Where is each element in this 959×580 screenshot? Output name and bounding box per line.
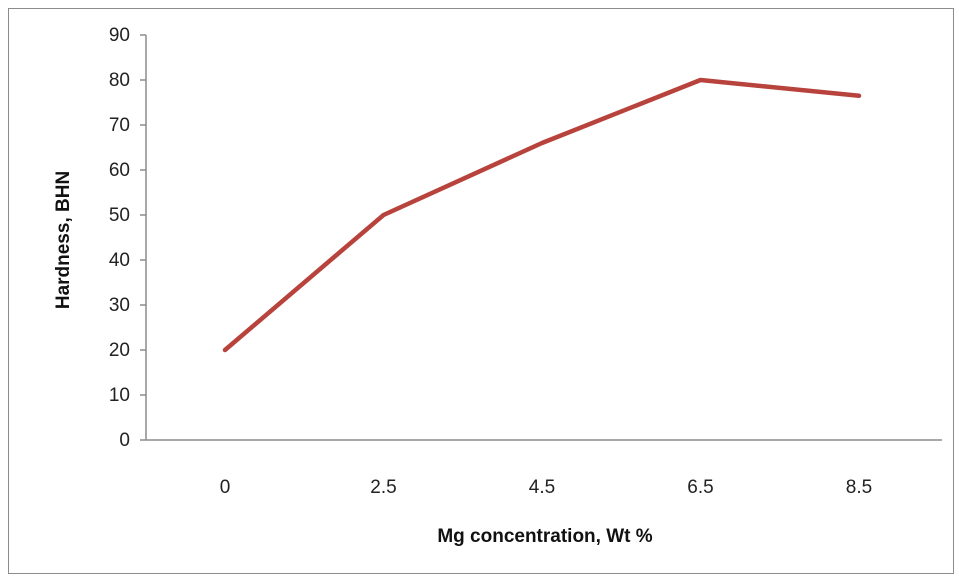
series-line [222, 77, 862, 353]
y-tick-label: 50 [109, 205, 130, 226]
y-axis-title: Hardness, BHN [53, 171, 74, 309]
x-tick-label: 6.5 [687, 477, 713, 498]
x-tick-label: 0 [220, 477, 231, 498]
y-tick-label: 60 [109, 160, 130, 181]
x-tick-label: 4.5 [529, 477, 555, 498]
x-tick-label: 2.5 [370, 477, 396, 498]
y-tick-label: 70 [109, 115, 130, 136]
y-tick-label: 40 [109, 250, 130, 271]
chart-frame [8, 8, 954, 574]
chart-axes [140, 34, 942, 441]
y-tick-label: 30 [109, 295, 130, 316]
y-tick-label: 90 [109, 25, 130, 46]
y-tick-label: 0 [119, 430, 130, 451]
x-tick-labels: 0 2.5 4.5 6.5 8.5 [220, 477, 873, 498]
y-tick-label: 10 [109, 385, 130, 406]
y-tick-labels: 0 10 20 30 40 50 60 70 80 90 [109, 25, 130, 451]
x-tick-label: 8.5 [846, 477, 872, 498]
y-tick-label: 20 [109, 340, 130, 361]
y-tick-label: 80 [109, 70, 130, 91]
series-lines [222, 77, 862, 353]
x-axis-title: Mg concentration, Wt % [437, 526, 652, 547]
